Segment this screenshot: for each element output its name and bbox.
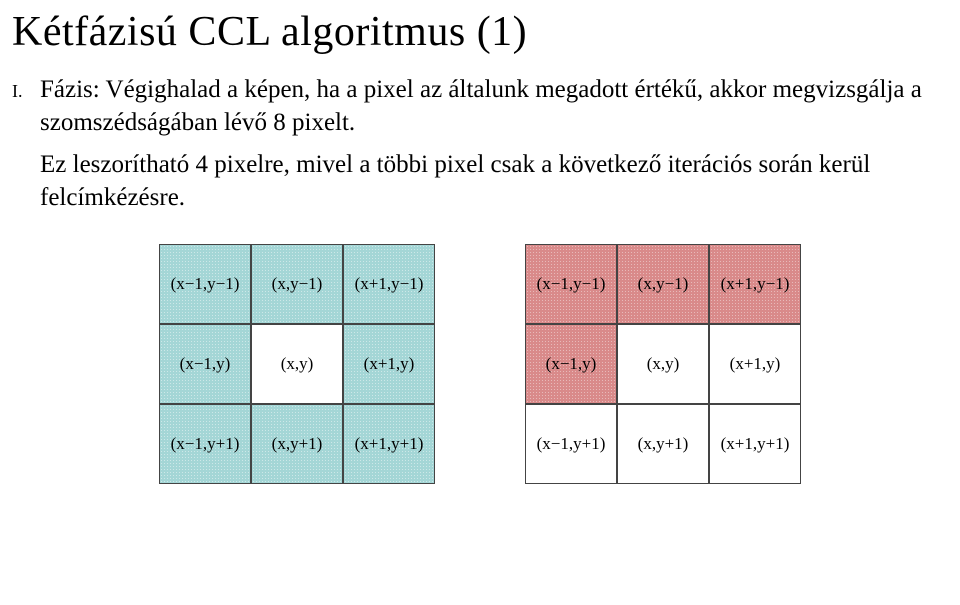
cell-nw: (x−1,y−1) bbox=[159, 244, 251, 324]
cell-ne: (x+1,y−1) bbox=[709, 244, 801, 324]
cell-se: (x+1,y+1) bbox=[709, 404, 801, 484]
para-2: Ez leszorítható 4 pixelre, mivel a többi… bbox=[40, 149, 948, 214]
cell-n: (x,y−1) bbox=[617, 244, 709, 324]
list-item-1: I. Fázis: Végighalad a képen, ha a pixel… bbox=[12, 74, 948, 139]
list-item-2: Ez leszorítható 4 pixelre, mivel a többi… bbox=[12, 149, 948, 214]
page-title: Kétfázisú CCL algoritmus (1) bbox=[12, 8, 948, 56]
cell-e: (x+1,y) bbox=[709, 324, 801, 404]
list-marker: I. bbox=[12, 74, 40, 103]
cell-n: (x,y−1) bbox=[251, 244, 343, 324]
cell-center: (x,y) bbox=[251, 324, 343, 404]
cell-e: (x+1,y) bbox=[343, 324, 435, 404]
cell-w: (x−1,y) bbox=[525, 324, 617, 404]
list-marker-empty bbox=[12, 149, 40, 155]
cell-nw: (x−1,y−1) bbox=[525, 244, 617, 324]
neighborhood-grid-right: (x−1,y−1) (x,y−1) (x+1,y−1) (x−1,y) (x,y… bbox=[525, 244, 801, 484]
cell-s: (x,y+1) bbox=[251, 404, 343, 484]
cell-ne: (x+1,y−1) bbox=[343, 244, 435, 324]
neighborhood-grid-left: (x−1,y−1) (x,y−1) (x+1,y−1) (x−1,y) (x,y… bbox=[159, 244, 435, 484]
cell-w: (x−1,y) bbox=[159, 324, 251, 404]
cell-center: (x,y) bbox=[617, 324, 709, 404]
cell-sw: (x−1,y+1) bbox=[159, 404, 251, 484]
para-1: Fázis: Végighalad a képen, ha a pixel az… bbox=[40, 74, 948, 139]
cell-se: (x+1,y+1) bbox=[343, 404, 435, 484]
cell-sw: (x−1,y+1) bbox=[525, 404, 617, 484]
cell-s: (x,y+1) bbox=[617, 404, 709, 484]
